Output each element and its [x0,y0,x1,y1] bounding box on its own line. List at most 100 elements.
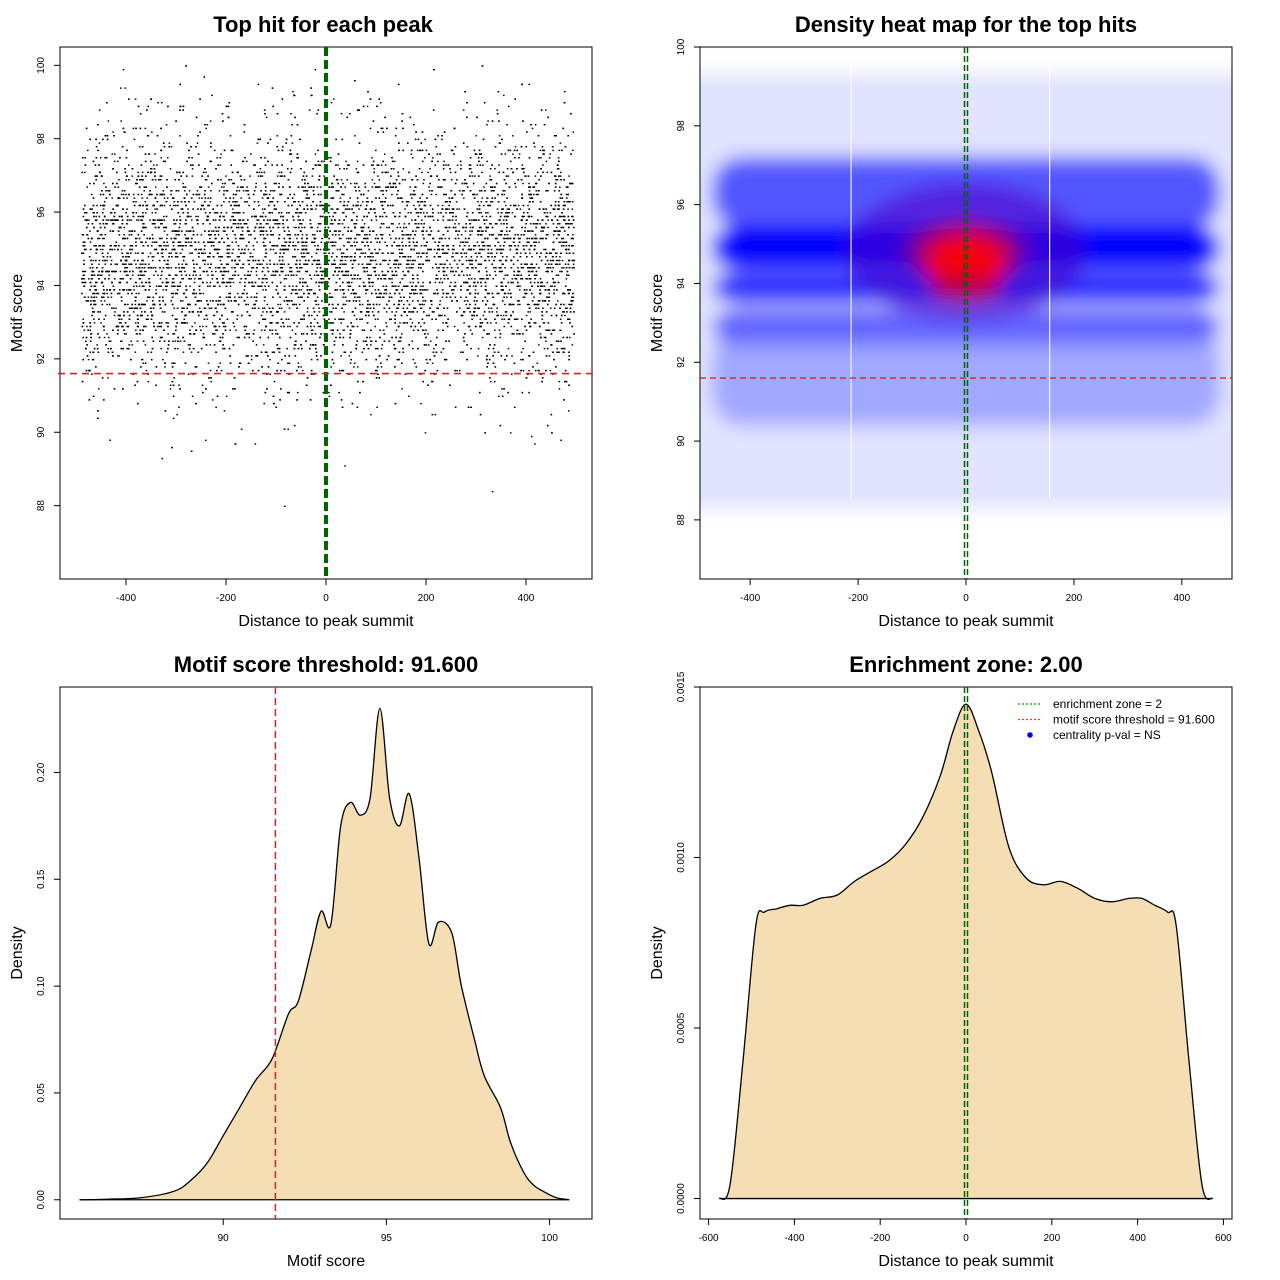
scatter-point [565,278,568,280]
scatter-point [83,329,86,331]
scatter-point [520,358,522,361]
scatter-point [144,201,147,203]
scatter-point [106,259,108,262]
scatter-point [145,204,147,207]
scatter-point [552,149,554,152]
scatter-point [528,190,531,192]
scatter-point [232,281,235,284]
scatter-point [502,237,505,240]
scatter-point [131,307,133,309]
scatter-point [145,369,148,372]
scatter-point [388,278,390,280]
scatter-point [356,278,359,280]
scatter-point [106,333,108,335]
scatter-point [453,248,455,251]
scatter-point [436,267,438,269]
scatter-point [291,142,294,144]
scatter-point [548,157,551,159]
scatter-point [144,303,146,306]
scatter-point [507,237,510,240]
scatter-point [494,329,496,331]
scatter-point [407,201,410,203]
scatter-point [254,443,257,445]
scatter-point [477,347,480,350]
scatter-point [205,325,208,328]
scatter-point [339,318,341,320]
scatter-point [250,358,253,361]
scatter-point [296,237,298,240]
scatter-point [247,303,249,306]
scatter-point [378,274,380,276]
scatter-point [343,245,345,247]
scatter-point [437,307,439,309]
scatter-point [539,223,541,225]
scatter-point [464,230,467,232]
scatter-point [202,325,204,328]
scatter-point [391,311,393,313]
scatter-point [384,164,387,166]
scatter-point [222,347,224,350]
scatter-point [96,344,98,346]
scatter-point [269,311,272,313]
scatter-point [196,234,199,236]
scatter-point [144,212,147,214]
scatter-point [166,234,169,236]
scatter-point [124,303,127,306]
scatter-point [170,146,173,148]
scatter-point [318,285,320,287]
scatter-point [163,215,165,218]
scatter-point [556,347,559,350]
scatter-point [113,289,116,291]
scatter-point [206,124,209,126]
scatter-point [366,270,368,273]
scatter-point [176,274,178,276]
scatter-point [115,241,117,243]
scatter-point [432,219,435,221]
scatter-point [167,245,169,247]
scatter-point [540,230,542,232]
scatter-point [534,443,536,445]
scatter-point [472,193,474,196]
scatter-point [118,179,120,181]
scatter-point [469,263,471,265]
scatter-point [526,303,529,306]
scatter-point [528,182,530,185]
scatter-point [554,281,557,284]
scatter-point [185,241,188,243]
scatter-point [541,318,544,320]
scatter-point [193,267,195,269]
scatter-point [97,292,100,295]
scatter-point [372,208,375,210]
scatter-point [259,230,262,232]
scatter-point [163,197,166,199]
scatter-point [231,215,233,218]
scatter-point [401,333,403,335]
scatter-point [332,362,335,364]
scatter-point [416,278,419,280]
scatter-point [121,263,124,265]
scatter-point [560,439,562,441]
scatter-point [517,179,519,181]
scatter-point [556,179,559,181]
scatter-point [190,219,193,221]
scatter-point [117,325,120,328]
scatter-point [566,274,568,276]
scatter-point [559,142,562,144]
scatter-point [348,208,351,210]
scatter-point [346,208,349,210]
scatter-point [522,171,525,174]
scatter-point [338,190,340,192]
scatter-point [169,168,172,170]
scatter-point [487,256,489,258]
scatter-point [99,204,102,207]
scatter-point [568,303,570,306]
scatter-point [361,219,364,221]
scatter-point [528,270,530,273]
scatter-point [82,270,85,273]
scatter-point [525,146,527,148]
scatter-point [223,274,225,276]
scatter-point [405,267,408,269]
scatter-point [374,289,377,291]
scatter-point [161,457,163,460]
scatter-point [410,292,413,295]
